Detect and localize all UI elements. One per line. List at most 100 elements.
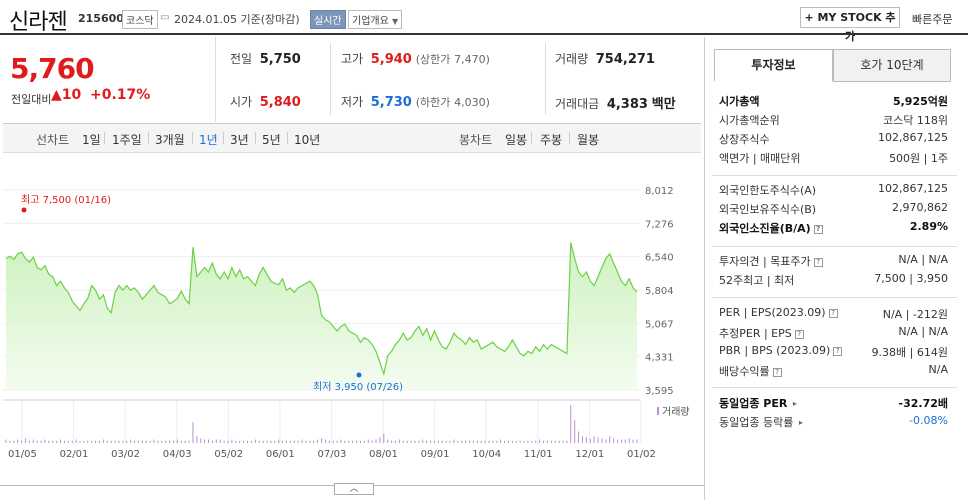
period-1y[interactable]: 1년 — [199, 133, 218, 147]
volume-bar — [278, 439, 280, 443]
help-icon[interactable]: ? — [813, 257, 823, 267]
volume-bar — [554, 440, 556, 443]
tab-order-book[interactable]: 호가 10단계 — [833, 49, 951, 82]
add-mystock-button[interactable]: + MY STOCK 추가 — [800, 7, 900, 43]
volume-bar — [356, 440, 358, 443]
invest-label: 52주최고 | 최저 — [719, 274, 795, 287]
volume-bar — [387, 439, 389, 443]
x-tick-label: 09/01 — [421, 449, 450, 460]
volume-bar — [126, 440, 128, 443]
candle-daily[interactable]: 일봉 — [505, 133, 528, 147]
period-3y[interactable]: 3년 — [230, 133, 249, 147]
realtime-badge[interactable]: 실시간 — [310, 10, 346, 29]
volume-bar — [543, 440, 545, 443]
divider — [330, 43, 331, 115]
open-price: 시가 5,840 — [230, 95, 301, 110]
price-chart[interactable]: 8,012 7,276 6,540 5,804 5,067 4,331 3,595 최고 7… — [0, 0, 704, 500]
volume-bar — [24, 438, 26, 443]
volume-bar — [317, 439, 319, 443]
volume-bar — [87, 440, 89, 443]
volume-bar — [585, 437, 587, 443]
invest-label: 외국인보유주식수(B) — [719, 203, 817, 216]
volume-bar — [558, 440, 560, 443]
volume-bar — [379, 437, 381, 443]
company-overview-button[interactable]: 기업개요 ▼ — [348, 10, 403, 29]
arrow-right-icon[interactable]: ▸ — [798, 417, 803, 427]
separator — [569, 132, 570, 144]
volume-bar — [601, 438, 603, 443]
volume-bar — [211, 440, 213, 443]
help-icon[interactable]: ? — [794, 329, 804, 339]
volume-bar — [137, 440, 139, 443]
volume-bar — [613, 438, 615, 443]
tab-invest-info[interactable]: 투자정보 — [714, 49, 833, 82]
period-1w[interactable]: 1주일 — [112, 133, 142, 147]
divider — [545, 43, 546, 115]
period-5y[interactable]: 5년 — [262, 133, 281, 147]
volume-bar — [632, 439, 634, 443]
help-icon[interactable]: ? — [833, 346, 843, 356]
low-marker — [356, 372, 362, 378]
section-divider — [712, 175, 957, 176]
trade-amount: 거래대금 4,383 백만 — [555, 97, 676, 112]
help-icon[interactable]: ? — [813, 224, 823, 234]
price-area — [6, 242, 637, 390]
invest-label: 외국인한도주식수(A) — [719, 184, 817, 197]
help-icon[interactable]: ? — [772, 367, 782, 377]
volume-bar — [223, 440, 225, 443]
volume-bar — [67, 440, 69, 443]
period-10y[interactable]: 10년 — [294, 133, 321, 147]
up-triangle-icon: ▲ — [51, 87, 62, 103]
volume-bar — [184, 440, 186, 443]
volume-bar — [562, 440, 564, 443]
volume-bar — [172, 440, 174, 443]
volume-bar — [145, 440, 147, 443]
invest-value: -0.08% — [909, 414, 948, 427]
volume-bar — [402, 440, 404, 443]
volume-bar — [188, 440, 190, 443]
volume-bar — [243, 440, 245, 443]
volume-bar — [9, 440, 11, 443]
volume-bar — [79, 440, 81, 443]
period-1d[interactable]: 1일 — [82, 133, 101, 147]
volume-bar — [445, 440, 447, 443]
arrow-right-icon[interactable]: ▸ — [792, 398, 797, 408]
volume-bar — [75, 439, 77, 443]
volume-bar — [5, 439, 7, 443]
volume-bar — [215, 439, 217, 443]
volume-bar — [36, 440, 38, 443]
volume-bar — [593, 436, 595, 443]
volume-bar — [250, 440, 252, 443]
quick-order-button[interactable]: 빠른주문 — [912, 13, 953, 26]
volume-bar — [566, 440, 568, 443]
volume-bar — [628, 438, 630, 443]
header-divider — [0, 33, 968, 35]
volume-bar — [266, 440, 268, 443]
volume-bar — [169, 440, 171, 443]
volume-legend-label: 거래량 — [662, 406, 690, 418]
volume-bar — [44, 439, 46, 443]
volume-bar — [469, 440, 471, 443]
volume-bar — [472, 440, 474, 443]
prev-close: 전일 5,750 — [230, 52, 301, 67]
collapse-chart-button[interactable]: ︿ — [334, 483, 374, 495]
volume-bar — [83, 440, 85, 443]
help-icon[interactable]: ? — [828, 308, 838, 318]
volume-bar — [371, 440, 373, 443]
volume-bar — [149, 440, 151, 443]
invest-panel — [704, 37, 967, 500]
candle-chart-label: 봉차트 — [459, 133, 493, 147]
volume-bar — [359, 440, 361, 443]
x-tick-label: 04/03 — [163, 449, 192, 460]
invest-value: N/A | N/A — [898, 253, 948, 266]
volume-bar — [511, 440, 513, 443]
volume-bar — [254, 439, 256, 443]
section-divider — [712, 246, 957, 247]
period-3m[interactable]: 3개월 — [155, 133, 185, 147]
candle-weekly[interactable]: 주봉 — [540, 133, 563, 147]
candle-monthly[interactable]: 월봉 — [577, 133, 600, 147]
volume-bar — [71, 440, 73, 443]
volume-bar — [531, 440, 533, 443]
volume-bar — [98, 440, 100, 443]
volume-bar — [515, 440, 517, 443]
